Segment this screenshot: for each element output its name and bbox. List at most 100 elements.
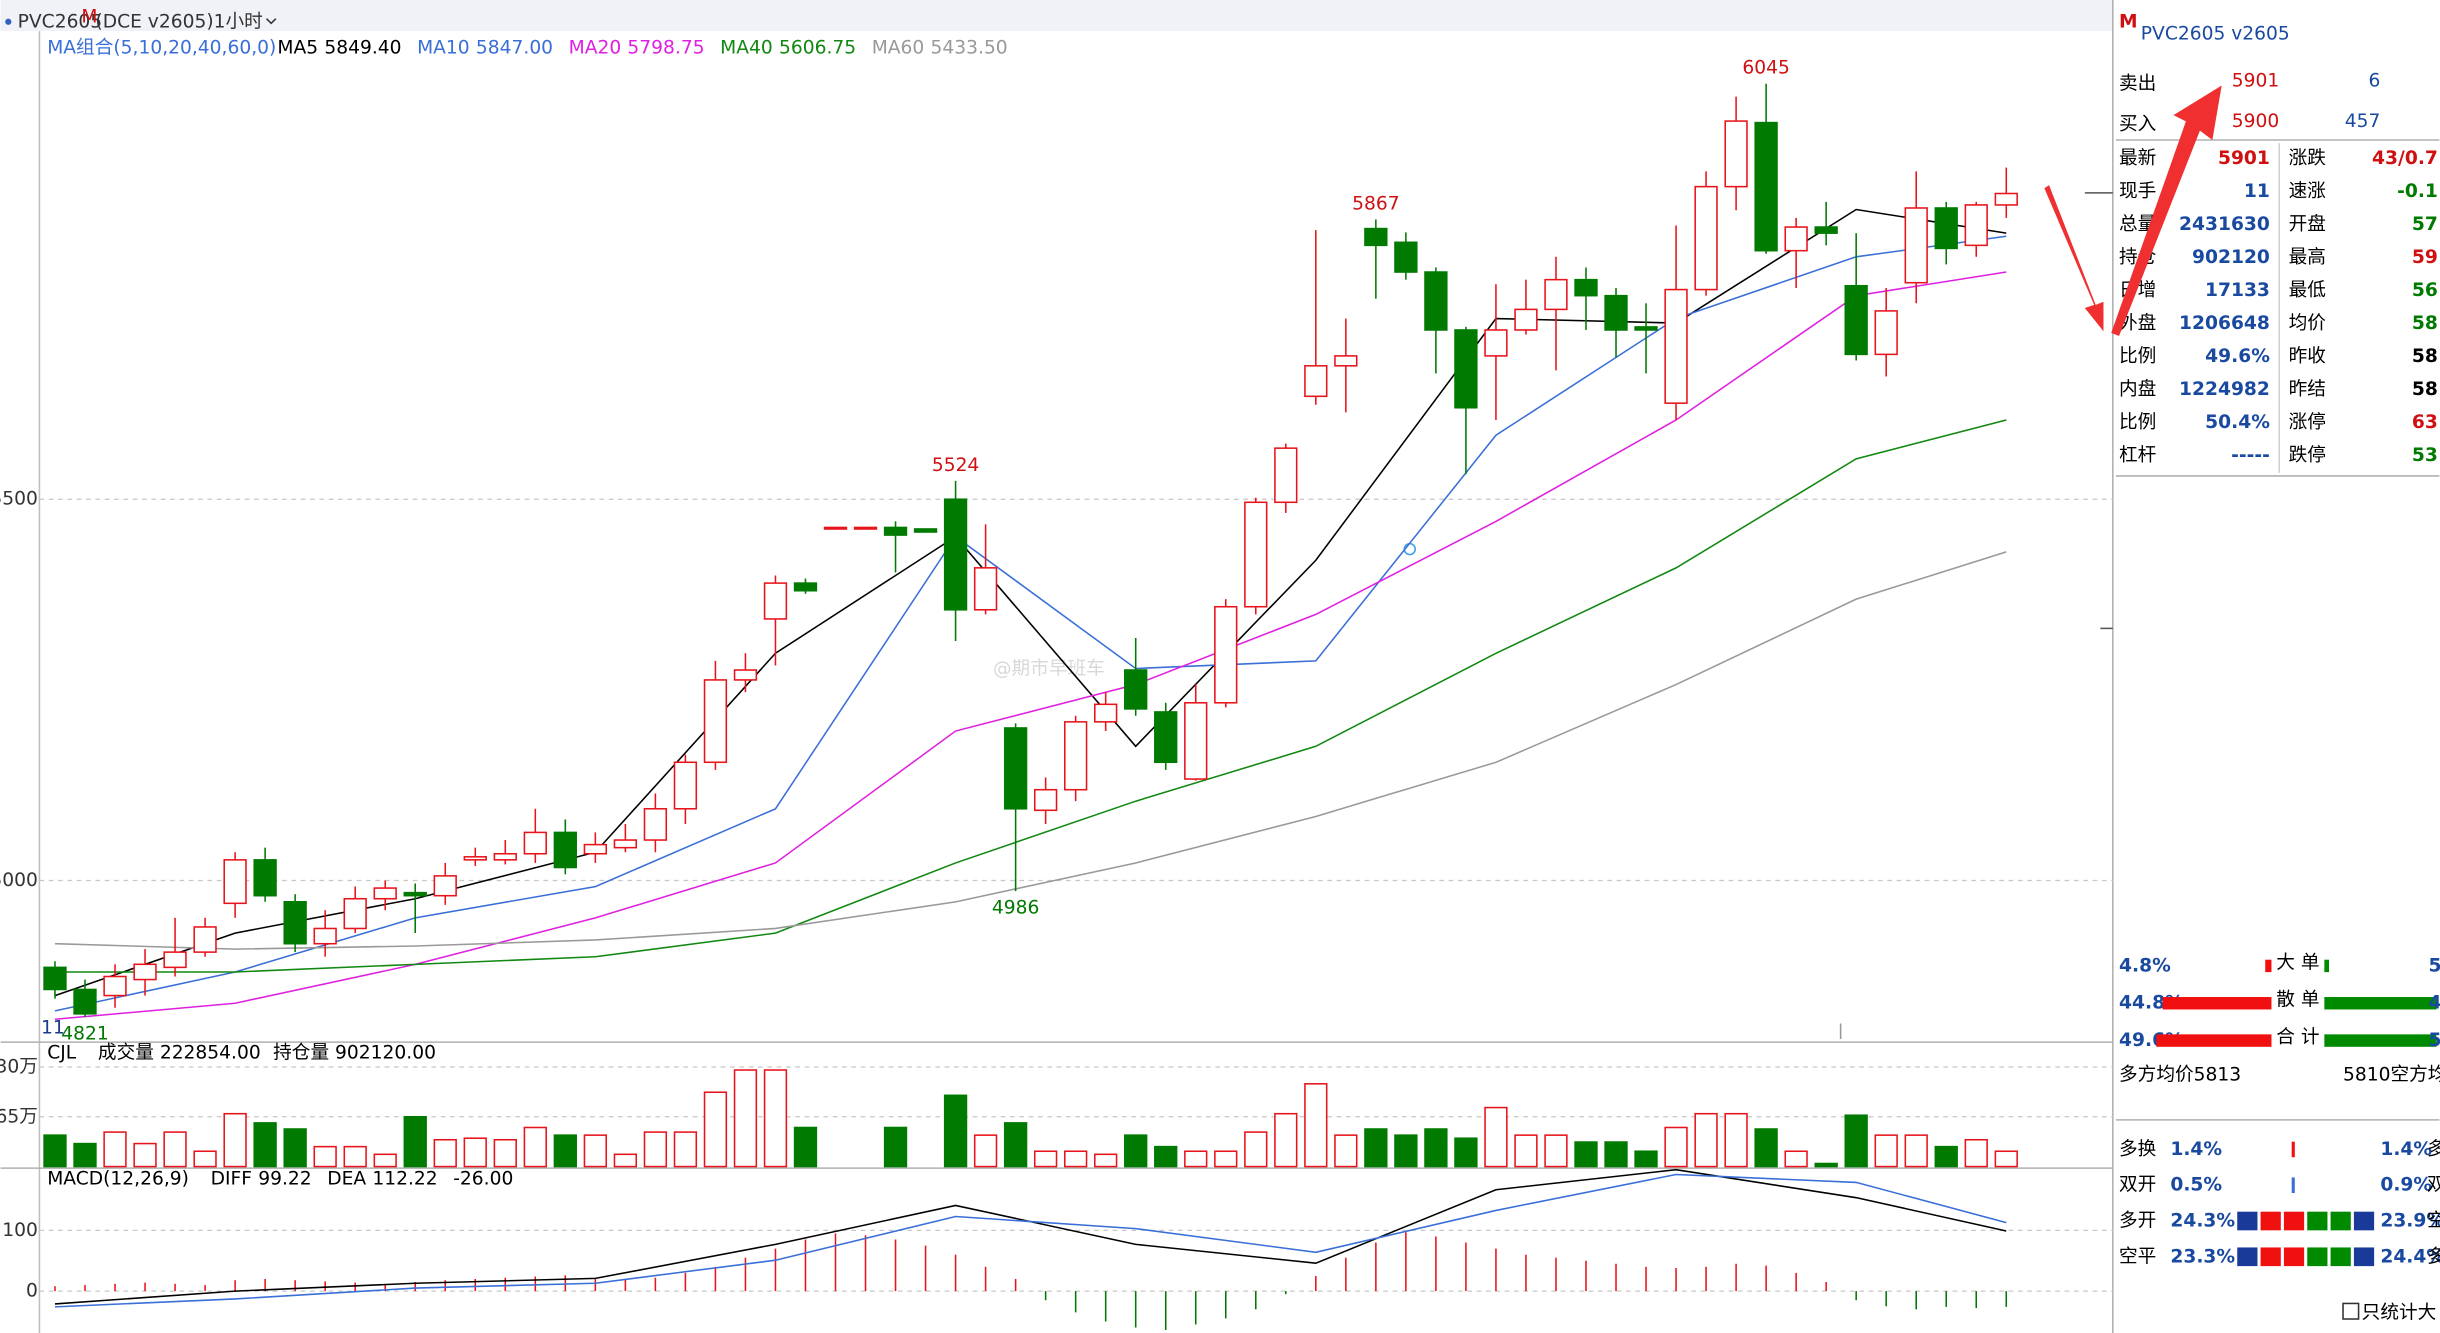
quote-label: 现手 xyxy=(2119,181,2156,202)
book-label: 卖出 xyxy=(2119,73,2156,94)
candle-body xyxy=(1063,721,1088,791)
volume-bar xyxy=(553,1134,577,1168)
volume-bar xyxy=(1454,1137,1478,1168)
candle-body xyxy=(763,582,788,620)
volume-bar xyxy=(1094,1153,1118,1168)
volume-bar xyxy=(313,1145,337,1168)
volume-bar xyxy=(1694,1112,1718,1168)
volume-bar xyxy=(1154,1145,1178,1168)
volume-bar xyxy=(793,1126,818,1168)
quote-label: 内盘 xyxy=(2119,379,2156,400)
candle-body xyxy=(1664,288,1688,404)
symbol-flag: M xyxy=(81,7,97,28)
quote-value: 53 xyxy=(2412,445,2438,466)
volume-bar xyxy=(1574,1141,1598,1168)
volume-bar xyxy=(883,1126,908,1168)
stat-block xyxy=(2283,1211,2305,1231)
stat-block xyxy=(2307,1247,2328,1267)
stat-block xyxy=(2260,1211,2281,1231)
quote-flag: M xyxy=(2119,11,2138,32)
volume-bar xyxy=(253,1122,277,1168)
volume-bar xyxy=(1424,1128,1448,1168)
ma-legend[interactable]: MA组合(5,10,20,40,60,0) xyxy=(47,38,276,59)
quote-label: 比例 xyxy=(2119,412,2156,433)
volume-bar xyxy=(1484,1106,1508,1168)
price-annotation: 5524 xyxy=(932,455,979,476)
quote-value: 11 xyxy=(2244,181,2270,202)
y-tick-label: 65万 xyxy=(0,1106,38,1127)
legend-name: MA20 xyxy=(569,38,622,59)
volume-bar xyxy=(403,1115,427,1168)
stat-label: 多 xyxy=(2427,1246,2440,1267)
period[interactable]: 1小时 xyxy=(214,11,263,32)
arrow xyxy=(2044,185,2104,332)
checkbox[interactable] xyxy=(2342,1302,2360,1320)
volume-bar xyxy=(43,1134,67,1168)
legend-value: 112.22 xyxy=(372,1169,437,1190)
candle-body xyxy=(1964,204,1988,247)
candle-body xyxy=(1124,669,1148,710)
book-price: 5901 xyxy=(2232,70,2279,91)
quote-label: 最低 xyxy=(2289,280,2327,301)
watermark: @期市早班车 xyxy=(993,658,1105,679)
volume-bar xyxy=(1964,1138,1988,1168)
avg-buy: 多方均价5813 xyxy=(2119,1064,2241,1085)
dropdown-icon[interactable] xyxy=(265,18,277,25)
quote-value: 2431630 xyxy=(2179,214,2270,235)
stat-value: 24.3% xyxy=(2170,1211,2235,1232)
stat-block xyxy=(2260,1247,2281,1267)
candle-body xyxy=(313,927,337,945)
flow-bar xyxy=(2265,959,2272,973)
candle-body xyxy=(253,859,277,897)
volume-bar xyxy=(1063,1150,1088,1168)
candle-body xyxy=(493,852,517,861)
volume-bar xyxy=(1874,1134,1898,1168)
checkbox-label: 只统计大 xyxy=(2362,1302,2437,1323)
quote-value: 5901 xyxy=(2218,148,2270,169)
flow-bar xyxy=(2324,1034,2437,1047)
legend-value: 99.22 xyxy=(258,1169,311,1190)
stat-mark xyxy=(2291,1177,2295,1194)
volume-bar xyxy=(1754,1128,1778,1168)
volume-bar xyxy=(133,1142,157,1168)
legend-name: MA60 xyxy=(872,38,925,59)
quote-value: 50.4% xyxy=(2205,412,2270,433)
stat-value: 23.9% xyxy=(2380,1211,2440,1232)
flow-bar xyxy=(2324,997,2437,1010)
y-tick-label: 100 xyxy=(2,1220,38,1241)
candle-body xyxy=(1033,788,1058,812)
flow-value: 45 xyxy=(2429,993,2440,1014)
exchange: (DCE v2605) xyxy=(95,11,213,32)
candle-body xyxy=(403,891,427,897)
candle-body xyxy=(343,897,367,930)
quote-value: 58 xyxy=(2412,313,2438,334)
volume-bar xyxy=(1904,1134,1928,1168)
candle-body xyxy=(103,975,127,997)
stat-label: 双 xyxy=(2427,1175,2440,1196)
legend-name: MA10 xyxy=(417,38,470,59)
ma-line xyxy=(54,419,2007,973)
candle-body xyxy=(1244,501,1268,608)
volume-bar xyxy=(1364,1128,1388,1168)
volume-bar xyxy=(1214,1150,1238,1168)
candle-body xyxy=(133,963,157,981)
volume-bar xyxy=(523,1126,547,1168)
flow-bar xyxy=(2324,959,2330,973)
candle-body xyxy=(703,679,728,764)
quote-value: 49.6% xyxy=(2205,346,2270,367)
ma-line xyxy=(54,1173,2007,1308)
candle-body xyxy=(1094,703,1118,723)
candle-body xyxy=(193,926,217,953)
y-tick-label: 5000 xyxy=(0,870,38,891)
volume-bar xyxy=(433,1138,457,1168)
stat-value: 1.4% xyxy=(2170,1139,2222,1160)
candle-body xyxy=(673,761,698,810)
ma-line xyxy=(54,1168,2007,1305)
quote-label: 昨结 xyxy=(2289,379,2326,400)
legend-value: 5798.75 xyxy=(627,38,704,59)
quote-value: 59 xyxy=(2412,247,2438,268)
